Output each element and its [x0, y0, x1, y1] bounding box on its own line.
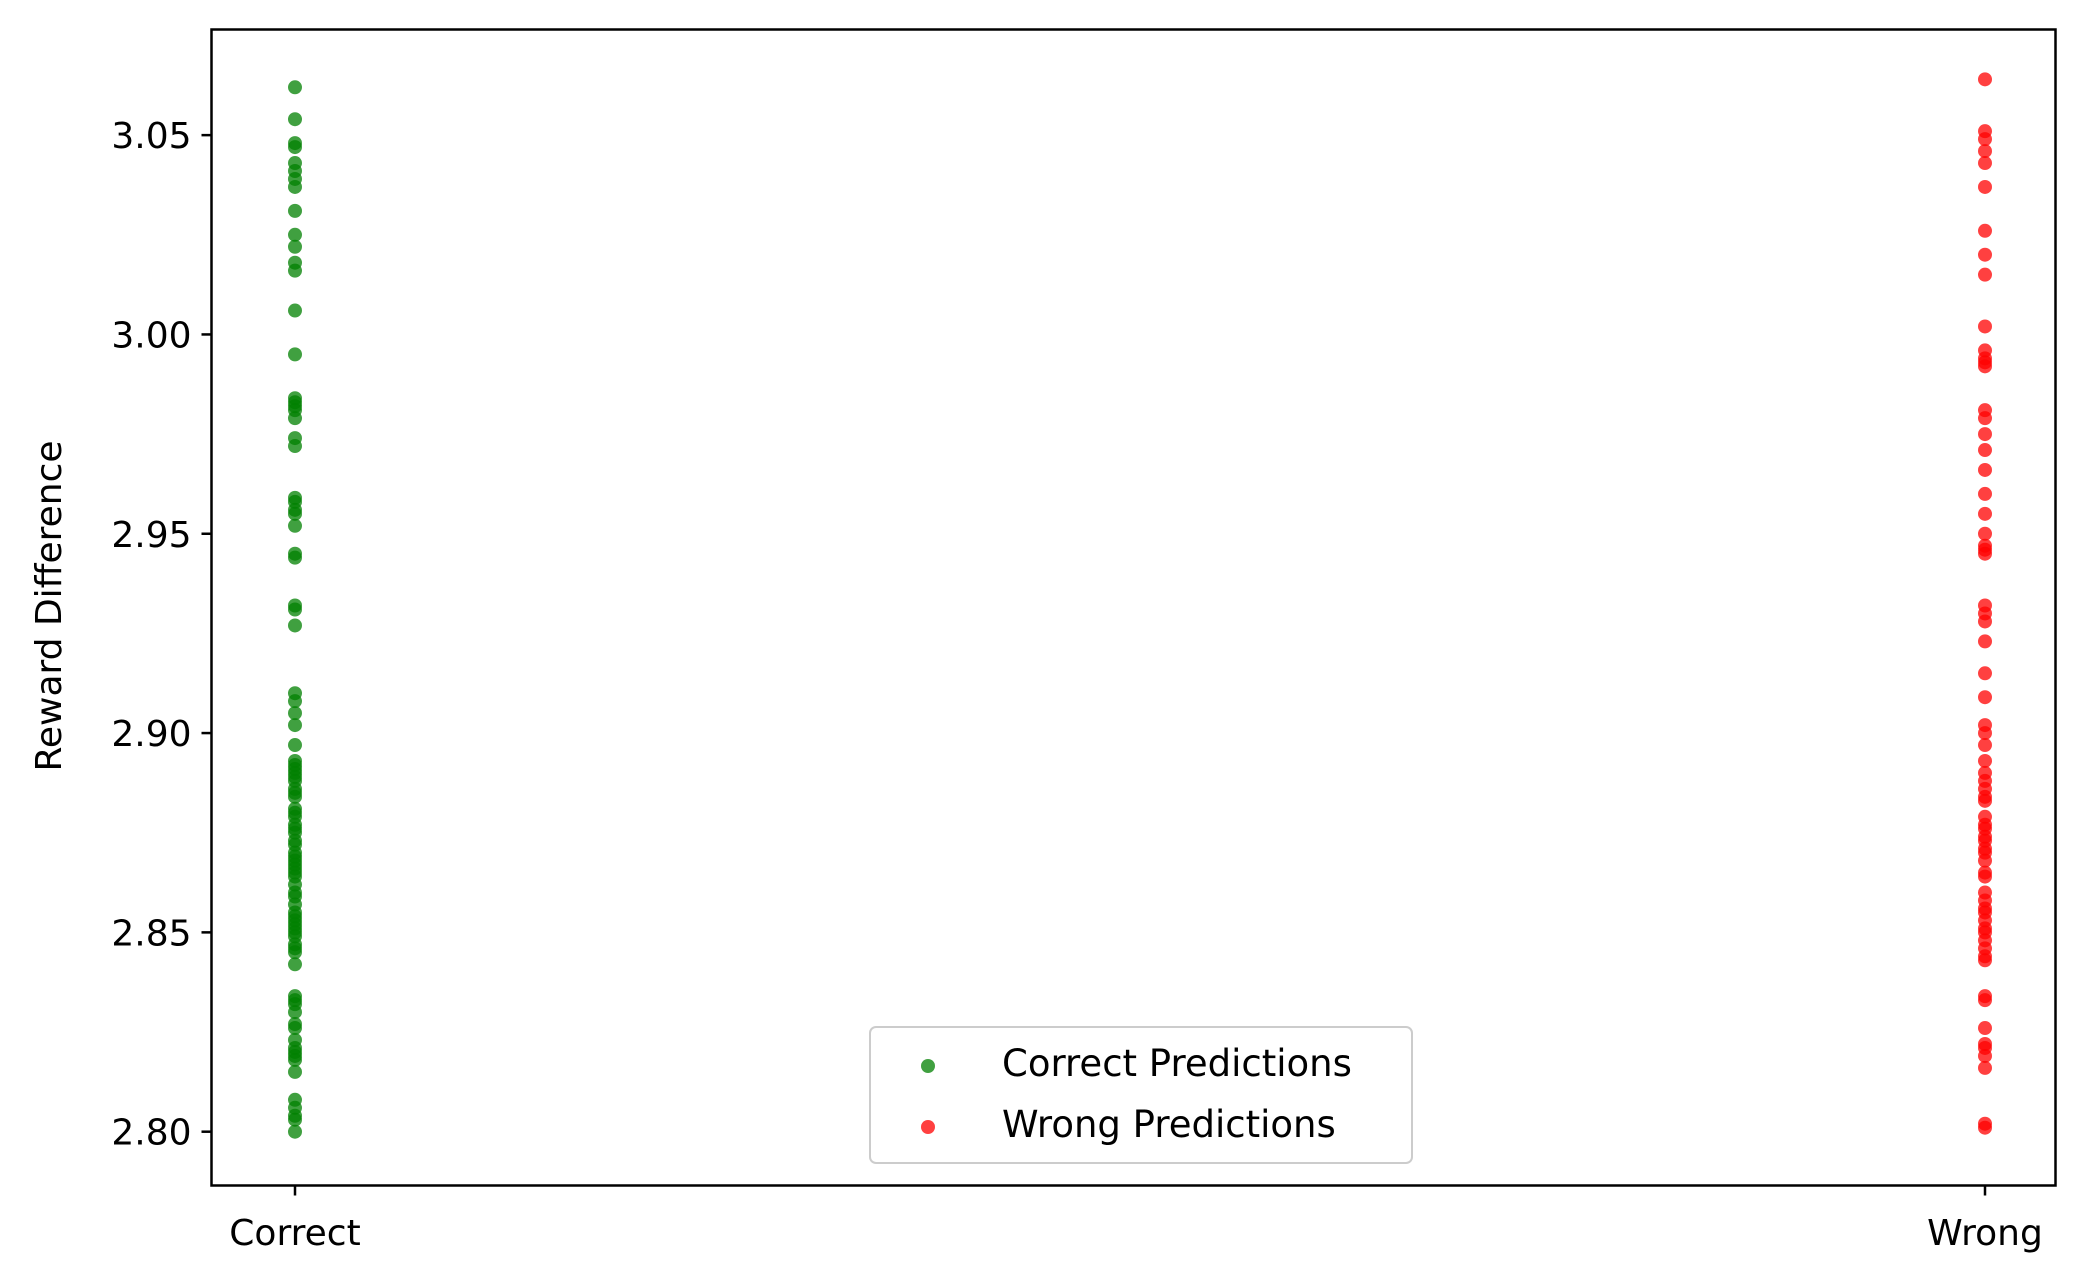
point-correct-predictions-12	[288, 263, 302, 278]
point-wrong-predictions-21	[1978, 526, 1992, 541]
point-wrong-predictions-49	[1978, 869, 1992, 884]
point-correct-predictions-35	[288, 718, 302, 733]
legend-marker-correct-predictions	[921, 1059, 935, 1073]
point-correct-predictions-79	[288, 1005, 302, 1020]
point-wrong-predictions-6	[1978, 223, 1992, 238]
point-wrong-predictions-8	[1978, 267, 1992, 282]
y-tick-label-2-90: 2.90	[111, 714, 191, 755]
x-axis-ticks: Correct Wrong	[229, 1185, 2043, 1254]
plot-points	[288, 72, 1992, 1139]
point-correct-predictions-30	[288, 602, 302, 617]
point-correct-predictions-0	[288, 80, 302, 95]
point-wrong-predictions-2	[1978, 132, 1992, 147]
point-wrong-predictions-3	[1978, 144, 1992, 159]
point-wrong-predictions-17	[1978, 443, 1992, 458]
point-correct-predictions-34	[288, 706, 302, 721]
legend-box	[869, 1026, 1413, 1164]
point-correct-predictions-81	[288, 1021, 302, 1036]
point-wrong-predictions-13	[1978, 359, 1992, 374]
point-wrong-predictions-39	[1978, 793, 1992, 808]
point-correct-predictions-74	[288, 945, 302, 960]
point-correct-predictions-3	[288, 140, 302, 155]
y-tick-label-2-95: 2.95	[111, 515, 191, 556]
point-correct-predictions-31	[288, 618, 302, 633]
point-wrong-predictions-27	[1978, 614, 1992, 629]
y-tick-label-2-80: 2.80	[111, 1113, 191, 1154]
y-tick-label-3-00: 3.00	[111, 315, 191, 356]
point-wrong-predictions-60	[1978, 953, 1992, 968]
point-wrong-predictions-33	[1978, 738, 1992, 753]
point-correct-predictions-26	[288, 518, 302, 533]
point-correct-predictions-1	[288, 112, 302, 127]
y-tick-label-2-85: 2.85	[111, 913, 191, 954]
point-correct-predictions-91	[288, 1112, 302, 1127]
legend-label-correct-predictions: Correct Predictions	[1002, 1042, 1352, 1085]
legend: Correct Predictions Wrong Predictions	[869, 1026, 1413, 1164]
y-axis-ticks: 2.80 2.85 2.90 2.95 3.00 3.05	[111, 116, 212, 1154]
point-wrong-predictions-63	[1978, 1021, 1992, 1036]
point-correct-predictions-86	[288, 1052, 302, 1067]
point-wrong-predictions-0	[1978, 72, 1992, 87]
point-correct-predictions-33	[288, 694, 302, 709]
point-correct-predictions-25	[288, 506, 302, 521]
legend-marker-wrong-predictions	[921, 1120, 935, 1134]
point-wrong-predictions-69	[1978, 1120, 1992, 1135]
point-wrong-predictions-67	[1978, 1060, 1992, 1075]
point-correct-predictions-36	[288, 738, 302, 753]
point-wrong-predictions-16	[1978, 427, 1992, 442]
point-wrong-predictions-7	[1978, 247, 1992, 262]
point-wrong-predictions-15	[1978, 411, 1992, 426]
point-correct-predictions-45	[288, 789, 302, 804]
point-correct-predictions-7	[288, 179, 302, 194]
point-wrong-predictions-4	[1978, 156, 1992, 171]
point-wrong-predictions-5	[1978, 179, 1992, 194]
point-correct-predictions-87	[288, 1064, 302, 1079]
point-wrong-predictions-18	[1978, 462, 1992, 477]
point-wrong-predictions-47	[1978, 853, 1992, 868]
point-correct-predictions-75	[288, 957, 302, 972]
point-wrong-predictions-24	[1978, 546, 1992, 561]
plot-frame	[210, 28, 2057, 1187]
point-wrong-predictions-19	[1978, 486, 1992, 501]
x-tick-label-correct: Correct	[229, 1213, 360, 1254]
point-wrong-predictions-34	[1978, 753, 1992, 768]
point-correct-predictions-13	[288, 303, 302, 318]
point-wrong-predictions-62	[1978, 993, 1992, 1008]
y-tick-label-3-05: 3.05	[111, 116, 191, 157]
point-wrong-predictions-30	[1978, 690, 1992, 705]
point-wrong-predictions-29	[1978, 666, 1992, 681]
point-wrong-predictions-66	[1978, 1048, 1992, 1063]
point-correct-predictions-28	[288, 550, 302, 565]
point-correct-predictions-10	[288, 239, 302, 254]
point-correct-predictions-8	[288, 203, 302, 218]
x-tick-label-wrong: Wrong	[1927, 1213, 2043, 1254]
point-correct-predictions-14	[288, 347, 302, 362]
point-correct-predictions-21	[288, 439, 302, 454]
point-wrong-predictions-32	[1978, 726, 1992, 741]
point-correct-predictions-19	[288, 411, 302, 426]
point-correct-predictions-9	[288, 227, 302, 242]
legend-label-wrong-predictions: Wrong Predictions	[1002, 1103, 1336, 1146]
point-correct-predictions-92	[288, 1124, 302, 1139]
point-wrong-predictions-28	[1978, 634, 1992, 649]
point-wrong-predictions-9	[1978, 319, 1992, 334]
point-wrong-predictions-20	[1978, 506, 1992, 521]
y-axis-label: Reward Difference	[29, 440, 70, 771]
